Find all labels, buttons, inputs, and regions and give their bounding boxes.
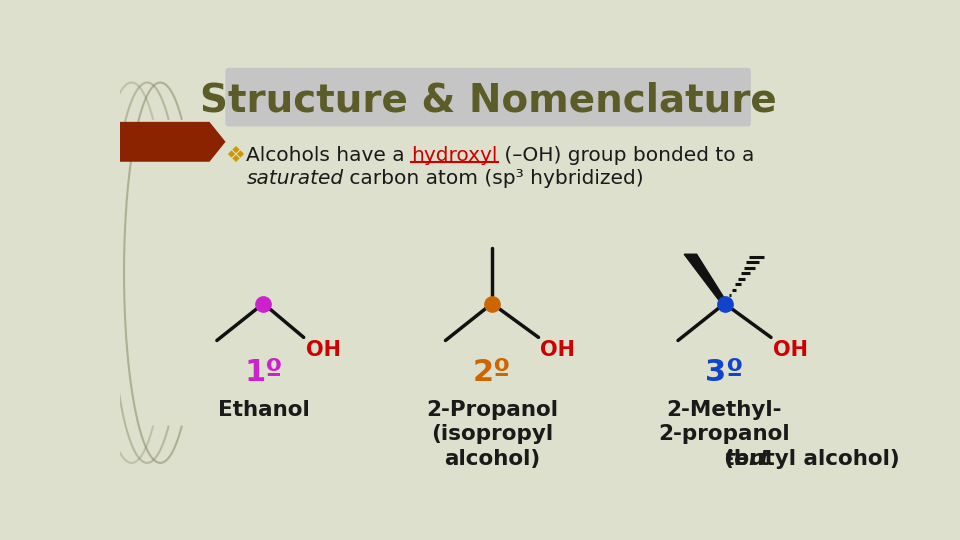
Text: hydroxyl: hydroxyl [411,146,497,165]
Text: 1º: 1º [244,359,282,387]
Text: (isopropyl: (isopropyl [431,424,553,444]
Text: 3º: 3º [706,359,744,387]
Text: (–OH) group bonded to a: (–OH) group bonded to a [497,146,754,165]
Text: Ethanol: Ethanol [218,400,309,420]
Text: Structure & Nomenclature: Structure & Nomenclature [200,82,777,120]
Text: ❖: ❖ [225,146,245,166]
Text: carbon atom (sp³ hybridized): carbon atom (sp³ hybridized) [344,169,644,188]
Text: alcohol): alcohol) [444,449,540,469]
Polygon shape [684,254,728,303]
FancyBboxPatch shape [226,68,751,126]
Text: OH: OH [305,340,341,361]
Text: OH: OH [773,340,808,361]
Text: (: ( [723,449,732,469]
Text: saturated: saturated [247,169,344,188]
Text: -butyl alcohol): -butyl alcohol) [725,449,900,469]
Text: 2-Propanol: 2-Propanol [426,400,558,420]
Text: OH: OH [540,340,575,361]
Polygon shape [120,123,225,161]
Text: tert: tert [724,449,770,469]
Text: 2-propanol: 2-propanol [659,424,790,444]
Text: 2º: 2º [473,359,511,387]
Text: 2-Methyl-: 2-Methyl- [667,400,782,420]
Text: Alcohols have a: Alcohols have a [247,146,411,165]
